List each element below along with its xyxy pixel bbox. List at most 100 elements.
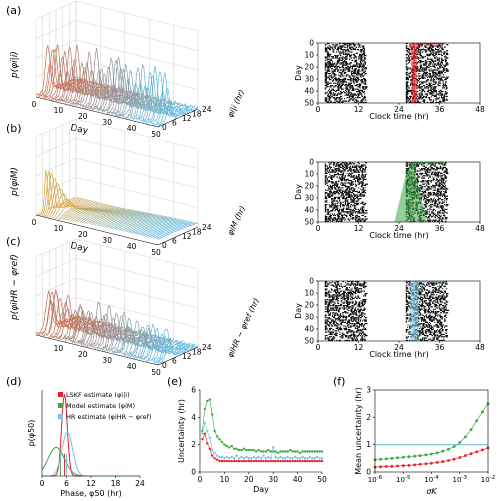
activity-bar [355, 81, 358, 83]
activity-bar [351, 181, 354, 183]
activity-bar [436, 177, 437, 179]
activity-bar [446, 76, 449, 78]
activity-bar [324, 281, 327, 283]
data-point [235, 459, 238, 463]
activity-bar [432, 100, 435, 102]
activity-bar [356, 71, 360, 73]
activity-bar [327, 59, 329, 61]
activity-bar [342, 217, 346, 219]
data-point [418, 462, 422, 466]
activity-bar [344, 85, 347, 87]
activity-bar [442, 186, 446, 188]
activity-bar [362, 287, 364, 289]
activity-bar [435, 314, 436, 316]
activity-bar [445, 77, 448, 79]
activity-bar [441, 46, 443, 48]
activity-bar [324, 295, 328, 297]
x-tick-label: 30 [268, 475, 278, 484]
activity-bar [324, 51, 326, 53]
activity-bar [327, 208, 329, 210]
tick-base: 10 [368, 476, 377, 484]
activity-bar [435, 324, 438, 326]
activity-bar [337, 164, 340, 166]
activity-bar [423, 309, 427, 311]
raster-x-tick-label: 12 [354, 343, 364, 352]
activity-bar [360, 76, 362, 78]
activity-bar [364, 63, 367, 65]
grid-line [35, 258, 199, 289]
activity-bar [360, 188, 361, 190]
activity-bar [416, 81, 418, 83]
activity-bar [405, 287, 407, 289]
activity-bar [345, 301, 349, 303]
data-point [257, 459, 260, 463]
activity-bar [433, 205, 437, 207]
activity-bar [441, 65, 443, 67]
activity-bar [347, 192, 350, 194]
activity-bar [442, 299, 446, 301]
activity-bar [336, 55, 339, 57]
activity-bar [344, 79, 347, 81]
activity-bar [420, 95, 422, 97]
activity-bar [441, 336, 443, 338]
activity-bar [441, 91, 444, 93]
activity-bar [332, 192, 335, 194]
activity-bar [327, 195, 331, 197]
activity-bar [330, 201, 334, 203]
activity-bar [408, 291, 411, 293]
activity-bar [438, 82, 440, 84]
activity-bar [364, 339, 366, 341]
activity-bar [340, 295, 342, 297]
activity-bar [405, 321, 407, 323]
data-point [201, 432, 204, 435]
density-curve [43, 289, 84, 337]
activity-bar [324, 306, 327, 308]
activity-bar [363, 194, 366, 196]
activity-bar [339, 45, 342, 47]
raster-y-tick-label: 50 [304, 99, 314, 108]
activity-bar [342, 43, 346, 45]
panel-a-zlabel: φi|i (hr) [226, 88, 247, 119]
activity-bar [352, 162, 353, 164]
activity-bar [344, 100, 348, 102]
activity-bar [363, 50, 365, 52]
activity-bar [355, 219, 356, 221]
activity-bar [324, 100, 327, 102]
activity-bar [434, 91, 437, 93]
data-point [301, 459, 304, 463]
activity-bar [331, 219, 333, 221]
activity-bar [324, 293, 327, 295]
data-point [464, 454, 467, 457]
activity-bar [341, 79, 345, 81]
activity-bar [446, 64, 448, 66]
activity-bar [334, 295, 338, 297]
activity-bar [326, 327, 328, 329]
activity-bar [405, 295, 408, 297]
density-curve [69, 62, 111, 106]
activity-bar [330, 289, 333, 291]
activity-bar [434, 94, 437, 96]
activity-bar [343, 325, 345, 327]
activity-bar [358, 315, 360, 317]
activity-bar [347, 91, 350, 93]
data-point [306, 459, 309, 463]
activity-bar [424, 73, 428, 75]
activity-bar [428, 305, 431, 307]
density-line [41, 446, 140, 477]
activity-bar [420, 92, 422, 94]
activity-bar [333, 282, 336, 284]
activity-bar [437, 211, 439, 213]
activity-bar [345, 336, 348, 338]
activity-bar [431, 75, 434, 77]
activity-bar [428, 169, 432, 171]
activity-bar [352, 77, 355, 79]
activity-bar [351, 75, 354, 77]
activity-bar [427, 193, 430, 195]
activity-bar [336, 319, 338, 321]
activity-bar [347, 320, 348, 322]
density-curve [43, 48, 84, 99]
activity-bar [408, 91, 411, 93]
activity-bar [440, 202, 442, 204]
activity-bar [326, 62, 328, 64]
